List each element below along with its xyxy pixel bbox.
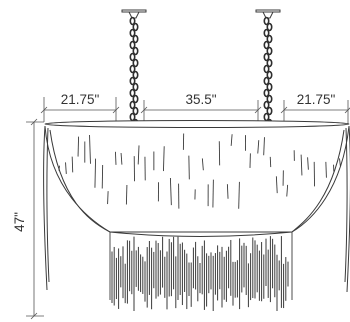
shade-stroke [286, 184, 289, 197]
chain-link [266, 34, 273, 44]
shade-stroke [169, 177, 172, 206]
shade-texture [58, 133, 341, 209]
chain-link [263, 28, 270, 38]
shade-stroke [120, 152, 123, 165]
chain-link [263, 76, 270, 86]
shade-stroke [238, 181, 240, 209]
dimension-height: 47" [12, 212, 27, 232]
shade-stroke [163, 146, 165, 172]
chain-link [129, 88, 136, 98]
shade-stroke [114, 151, 117, 165]
chain-link [266, 106, 273, 116]
outer-shade [44, 120, 350, 237]
chain-link [129, 76, 136, 86]
shade-stroke [71, 156, 74, 173]
chain-link [263, 16, 270, 26]
ceiling-canopy-right [255, 9, 281, 19]
shade-stroke [307, 157, 309, 170]
chain-link [129, 40, 136, 50]
chain-link [129, 28, 136, 38]
shade-stroke [77, 136, 80, 157]
chain-link [129, 100, 136, 110]
chain-right [263, 16, 273, 128]
shade-stroke [65, 162, 67, 174]
chain-link [266, 70, 273, 80]
shade-stroke [269, 156, 272, 168]
chain-link [266, 22, 273, 32]
shade-stroke [230, 134, 233, 146]
inner-fringe [109, 232, 293, 312]
chain-link [132, 46, 139, 56]
shade-stroke [89, 134, 91, 164]
shade-stroke [257, 140, 260, 154]
dimension-left-width: 21.75" [61, 92, 100, 107]
chain-link [129, 52, 136, 62]
chain-link [129, 64, 136, 74]
chain-link [266, 94, 273, 104]
shade-stroke [300, 154, 303, 176]
dimension-center-width: 35.5" [185, 92, 216, 107]
shade-stroke [201, 158, 204, 171]
shade-stroke [263, 137, 265, 156]
shade-stroke [94, 158, 97, 188]
shade-stroke [125, 185, 128, 205]
chain-link [263, 52, 270, 62]
shade-stroke [58, 165, 60, 171]
chain-link [132, 94, 139, 104]
chain-link [263, 100, 270, 110]
chain-link [132, 82, 139, 92]
chain-link [132, 106, 139, 116]
chain-link [266, 58, 273, 68]
shade-stroke [107, 191, 109, 205]
chain-link [132, 34, 139, 44]
dimension-right-width: 21.75" [297, 92, 336, 107]
dimension-lines [26, 97, 350, 320]
chain-link [263, 88, 270, 98]
chain-link [263, 40, 270, 50]
shade-stroke [137, 145, 140, 165]
shade-stroke [339, 158, 341, 167]
shade-stroke [226, 184, 229, 199]
fringe-outline [109, 232, 293, 300]
chain-link [132, 70, 139, 80]
chain-left [129, 16, 139, 128]
chain-link [129, 16, 136, 26]
shade-stroke [275, 176, 278, 194]
chain-link [132, 22, 139, 32]
chain-link [132, 58, 139, 68]
chain-link [263, 64, 270, 74]
side-strands [43, 125, 350, 293]
ceiling-canopy-left [121, 9, 147, 19]
shade-stroke [325, 161, 327, 178]
chain-link [266, 82, 273, 92]
chain-link [266, 46, 273, 56]
